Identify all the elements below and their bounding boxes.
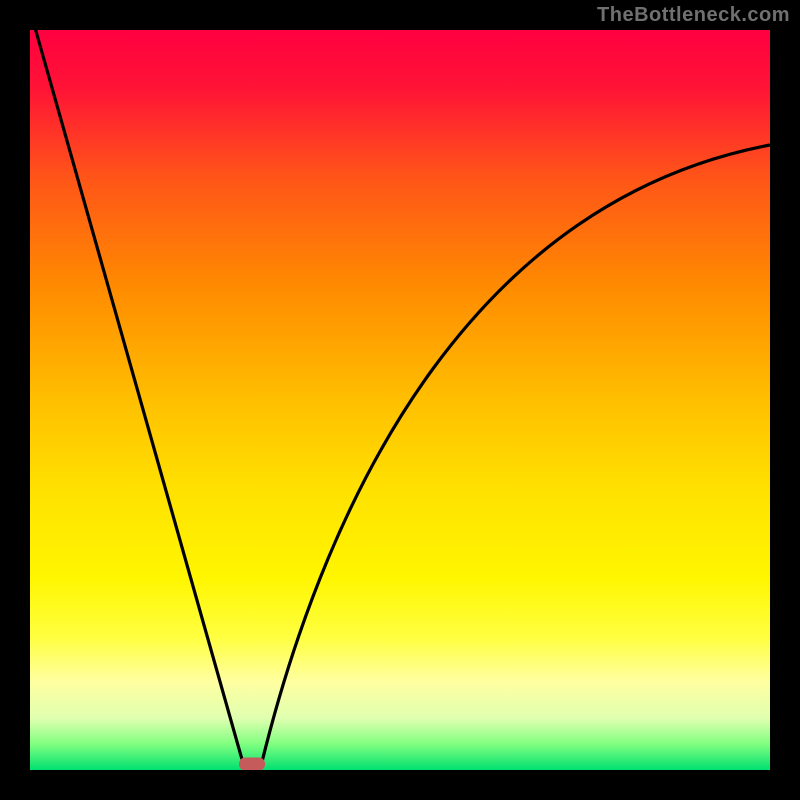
bottleneck-chart — [0, 0, 800, 800]
chart-container: TheBottleneck.com — [0, 0, 800, 800]
attribution-text: TheBottleneck.com — [597, 4, 790, 27]
minimum-marker — [239, 758, 265, 771]
